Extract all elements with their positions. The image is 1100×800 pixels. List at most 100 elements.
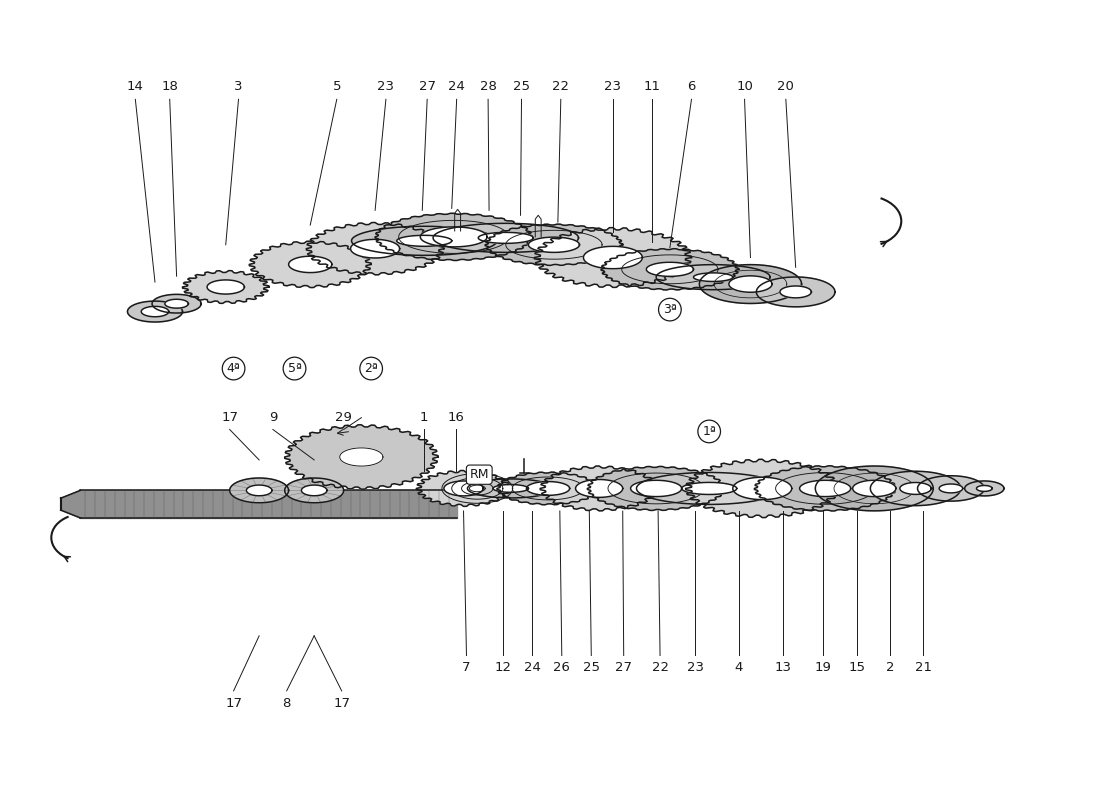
Polygon shape	[900, 482, 932, 494]
Text: 2: 2	[886, 662, 894, 674]
Polygon shape	[733, 478, 792, 500]
Polygon shape	[800, 480, 850, 497]
Polygon shape	[693, 273, 733, 282]
Text: 22: 22	[552, 81, 570, 94]
Polygon shape	[306, 222, 444, 275]
Polygon shape	[80, 490, 456, 518]
Text: 14: 14	[126, 81, 144, 94]
Polygon shape	[870, 471, 960, 506]
Polygon shape	[60, 490, 80, 518]
Polygon shape	[939, 484, 962, 493]
Text: 5ª: 5ª	[287, 362, 301, 375]
Polygon shape	[207, 280, 244, 294]
Text: 11: 11	[644, 81, 661, 94]
Polygon shape	[575, 479, 623, 498]
Polygon shape	[301, 485, 327, 496]
Polygon shape	[352, 226, 497, 255]
Text: 8: 8	[283, 697, 290, 710]
Text: 17: 17	[333, 697, 350, 710]
Polygon shape	[685, 459, 839, 518]
Text: 24: 24	[448, 81, 465, 94]
Polygon shape	[444, 481, 483, 496]
Text: 5: 5	[332, 81, 341, 94]
Polygon shape	[729, 276, 772, 292]
Text: 17: 17	[221, 410, 239, 423]
Polygon shape	[528, 237, 580, 253]
Polygon shape	[682, 482, 737, 494]
Polygon shape	[340, 448, 383, 466]
Polygon shape	[601, 249, 739, 290]
Text: 17: 17	[226, 697, 242, 710]
Polygon shape	[637, 473, 782, 505]
Polygon shape	[141, 306, 168, 317]
Text: 13: 13	[774, 662, 791, 674]
Text: 3: 3	[234, 81, 243, 94]
Text: 18: 18	[162, 81, 178, 94]
Polygon shape	[285, 478, 343, 502]
Polygon shape	[493, 485, 528, 492]
Text: 10: 10	[736, 81, 754, 94]
Polygon shape	[351, 239, 399, 258]
Text: 16: 16	[448, 410, 464, 423]
Polygon shape	[433, 223, 579, 253]
Text: 25: 25	[583, 662, 600, 674]
Polygon shape	[700, 265, 802, 303]
Text: 20: 20	[778, 81, 794, 94]
Text: 24: 24	[524, 662, 541, 674]
Text: RM: RM	[470, 468, 490, 481]
Polygon shape	[755, 466, 895, 511]
Polygon shape	[420, 227, 487, 247]
Polygon shape	[656, 265, 770, 290]
Polygon shape	[397, 235, 452, 246]
Text: 27: 27	[615, 662, 632, 674]
Text: 23: 23	[604, 81, 622, 94]
Polygon shape	[485, 224, 623, 266]
Polygon shape	[630, 480, 682, 497]
Polygon shape	[375, 214, 532, 261]
Text: 26: 26	[553, 662, 570, 674]
Text: 29: 29	[336, 410, 352, 423]
Polygon shape	[815, 466, 933, 511]
Text: 15: 15	[848, 662, 865, 674]
Text: 28: 28	[480, 81, 496, 94]
Text: 12: 12	[494, 662, 512, 674]
Polygon shape	[535, 228, 692, 287]
Polygon shape	[852, 480, 895, 497]
Polygon shape	[647, 262, 693, 276]
Polygon shape	[587, 466, 725, 510]
Text: 6: 6	[688, 81, 695, 94]
Text: 25: 25	[513, 81, 530, 94]
Polygon shape	[965, 481, 1004, 496]
Polygon shape	[757, 277, 835, 307]
Polygon shape	[288, 256, 332, 273]
Polygon shape	[917, 476, 984, 501]
Text: 19: 19	[815, 662, 832, 674]
Polygon shape	[183, 270, 270, 303]
Text: 23: 23	[377, 81, 395, 94]
Polygon shape	[165, 299, 188, 308]
Text: 7: 7	[462, 662, 471, 674]
Polygon shape	[977, 486, 992, 491]
Text: 22: 22	[651, 662, 669, 674]
Polygon shape	[152, 294, 201, 313]
Text: 21: 21	[915, 662, 932, 674]
Text: 4: 4	[735, 662, 743, 674]
Polygon shape	[417, 470, 510, 506]
Polygon shape	[497, 472, 600, 505]
Polygon shape	[527, 482, 570, 495]
Polygon shape	[230, 478, 288, 502]
Text: 9: 9	[268, 410, 277, 423]
Polygon shape	[246, 485, 272, 496]
Polygon shape	[285, 425, 438, 489]
Polygon shape	[540, 466, 658, 511]
Polygon shape	[780, 286, 812, 298]
Text: 3ª: 3ª	[663, 303, 676, 316]
Polygon shape	[468, 479, 554, 498]
Text: 1: 1	[420, 410, 429, 423]
Text: 4ª: 4ª	[227, 362, 241, 375]
Text: 1ª: 1ª	[702, 425, 716, 438]
Text: 27: 27	[419, 81, 436, 94]
Polygon shape	[250, 242, 371, 287]
Text: 23: 23	[686, 662, 704, 674]
Polygon shape	[128, 301, 183, 322]
